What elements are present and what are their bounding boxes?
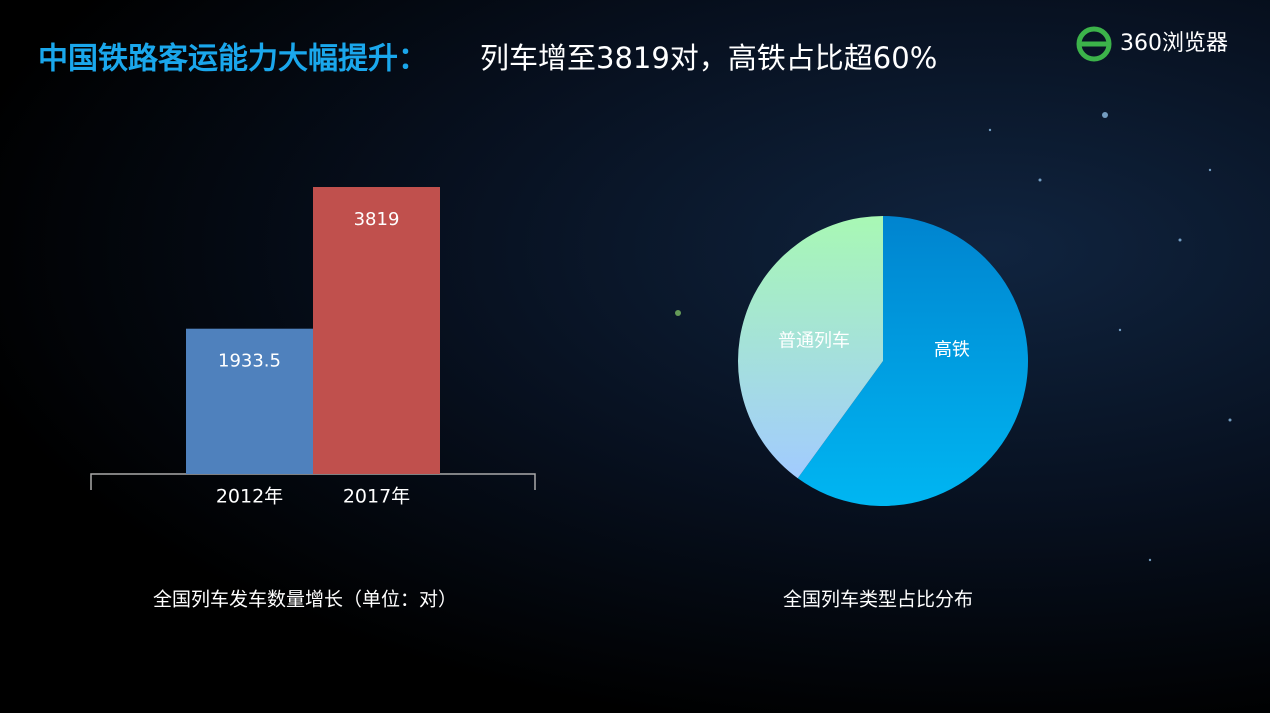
bar — [186, 328, 313, 474]
x-axis — [90, 473, 536, 490]
chart-caption: 全国列车发车数量增长（单位：对） — [153, 589, 457, 611]
x-tick-label: 2012年 — [216, 486, 283, 508]
pie-slice — [738, 216, 883, 479]
chart-caption: 全国列车类型占比分布 — [783, 589, 973, 611]
stars — [675, 112, 1232, 562]
title-highlight: 中国铁路客运能力大幅提升： — [38, 42, 428, 77]
slice-label: 普通列车 — [778, 331, 850, 352]
pie-slice — [797, 216, 1028, 506]
value-label: 1933.5 — [218, 351, 281, 372]
title-rest: 列车增至3819对，高铁占比超60% — [480, 41, 937, 75]
value-label: 3819 — [354, 209, 400, 230]
bar — [313, 187, 440, 475]
x-tick-label: 2017年 — [343, 486, 410, 508]
logo: 360浏览器 — [1076, 26, 1228, 62]
logo-text: 360浏览器 — [1120, 31, 1228, 56]
slice-label: 高铁 — [934, 339, 970, 360]
